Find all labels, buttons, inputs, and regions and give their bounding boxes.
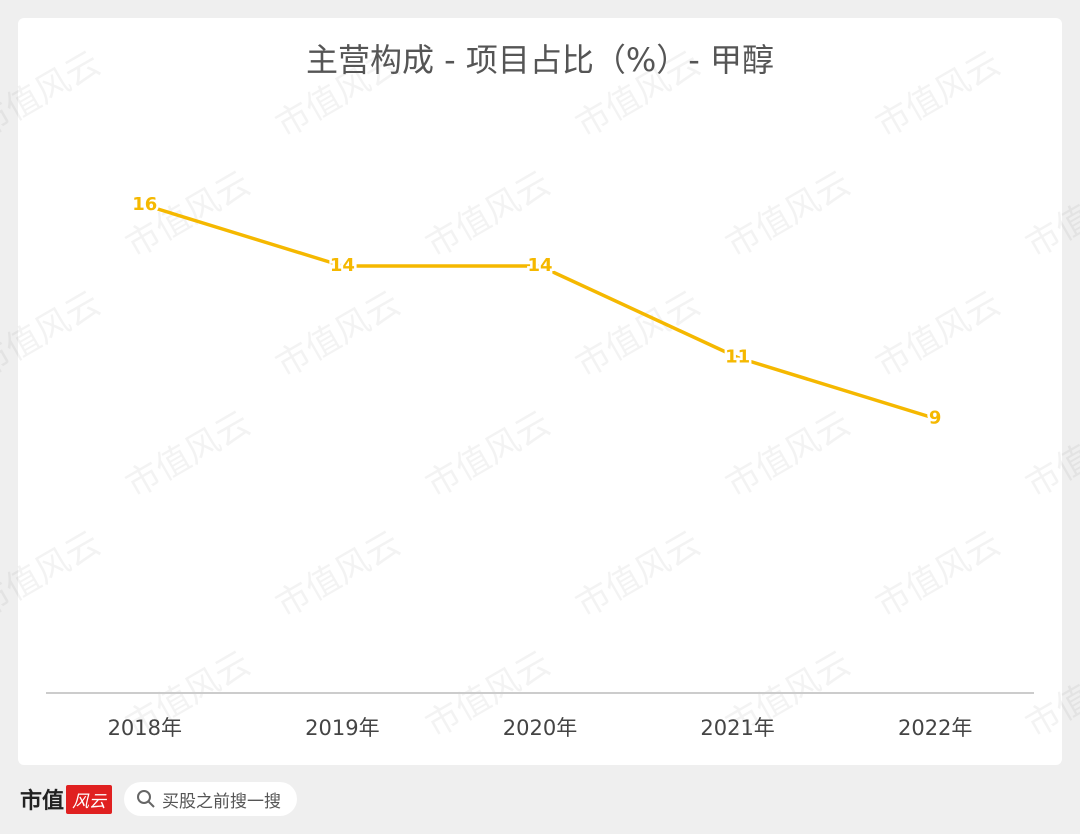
- card: [18, 18, 1062, 765]
- data-label: 16: [132, 194, 157, 215]
- search-icon: [137, 790, 155, 808]
- data-label: 9: [929, 408, 942, 429]
- x-tick-label: 2019年: [305, 716, 379, 740]
- x-tick-label: 2022年: [898, 716, 972, 740]
- chart-title: 主营构成 - 项目占比（%）- 甲醇: [306, 41, 774, 79]
- brand: 市值: [20, 788, 65, 814]
- data-label: 14: [527, 255, 552, 276]
- x-tick-label: 2020年: [503, 716, 577, 740]
- x-tick-label: 2018年: [108, 716, 182, 740]
- line: [144, 203, 936, 421]
- brand-script: 风云: [66, 784, 113, 814]
- x-tick-label: 2021年: [700, 716, 774, 740]
- data-label: 11: [725, 347, 750, 368]
- data-label: 14: [330, 255, 355, 276]
- search-text: 买股之前搜一搜: [162, 791, 282, 812]
- footer: 市值 风云 买股之前搜一搜: [20, 782, 298, 816]
- search-box[interactable]: 买股之前搜一搜: [124, 782, 298, 816]
